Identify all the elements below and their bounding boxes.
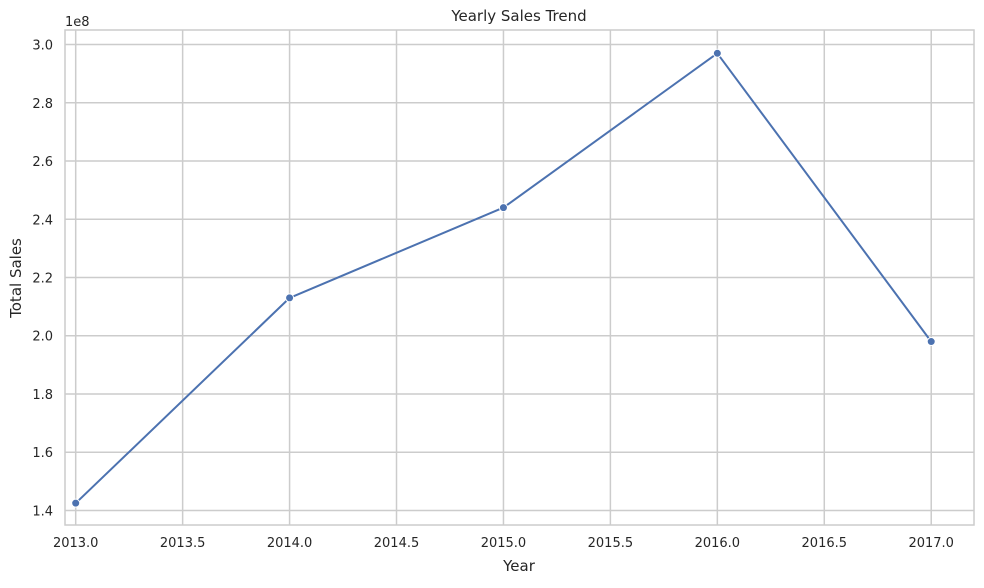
y-tick-label: 2.8 — [32, 97, 53, 112]
x-tick-label: 2013.0 — [53, 536, 99, 551]
x-tick-label: 2015.5 — [588, 536, 634, 551]
y-axis-ticks: 1.4 1.6 1.8 2.0 2.2 2.4 2.6 2.8 3.0 — [32, 39, 53, 520]
x-tick-label: 2016.0 — [695, 536, 741, 551]
x-tick-label: 2016.5 — [802, 536, 848, 551]
plot-area-frame — [64, 29, 975, 526]
data-point — [926, 337, 936, 347]
y-tick-label: 1.6 — [32, 446, 53, 461]
data-point — [712, 48, 722, 58]
chart-title: Yearly Sales Trend — [450, 7, 586, 25]
y-tick-label: 1.4 — [32, 504, 53, 519]
y-axis-offset-label: 1e8 — [65, 15, 90, 30]
data-point — [498, 203, 508, 213]
y-tick-label: 2.0 — [32, 330, 53, 345]
x-tick-label: 2015.0 — [481, 536, 527, 551]
x-axis-ticks: 2013.0 2013.5 2014.0 2014.5 2015.0 2015.5 2016… — [53, 536, 954, 551]
x-tick-label: 2017.0 — [908, 536, 954, 551]
y-tick-label: 2.4 — [32, 213, 53, 228]
x-tick-label: 2013.5 — [160, 536, 206, 551]
data-point — [71, 498, 81, 508]
y-tick-label: 3.0 — [32, 39, 53, 54]
x-tick-label: 2014.5 — [374, 536, 420, 551]
y-tick-label: 1.8 — [32, 388, 53, 403]
y-axis-label: Total Sales — [7, 238, 25, 319]
series — [71, 48, 936, 508]
y-tick-label: 2.6 — [32, 155, 53, 170]
grid — [65, 30, 974, 525]
data-point — [285, 293, 295, 303]
x-tick-label: 2014.0 — [267, 536, 313, 551]
y-tick-label: 2.2 — [32, 272, 53, 287]
x-axis-label: Year — [502, 557, 536, 575]
